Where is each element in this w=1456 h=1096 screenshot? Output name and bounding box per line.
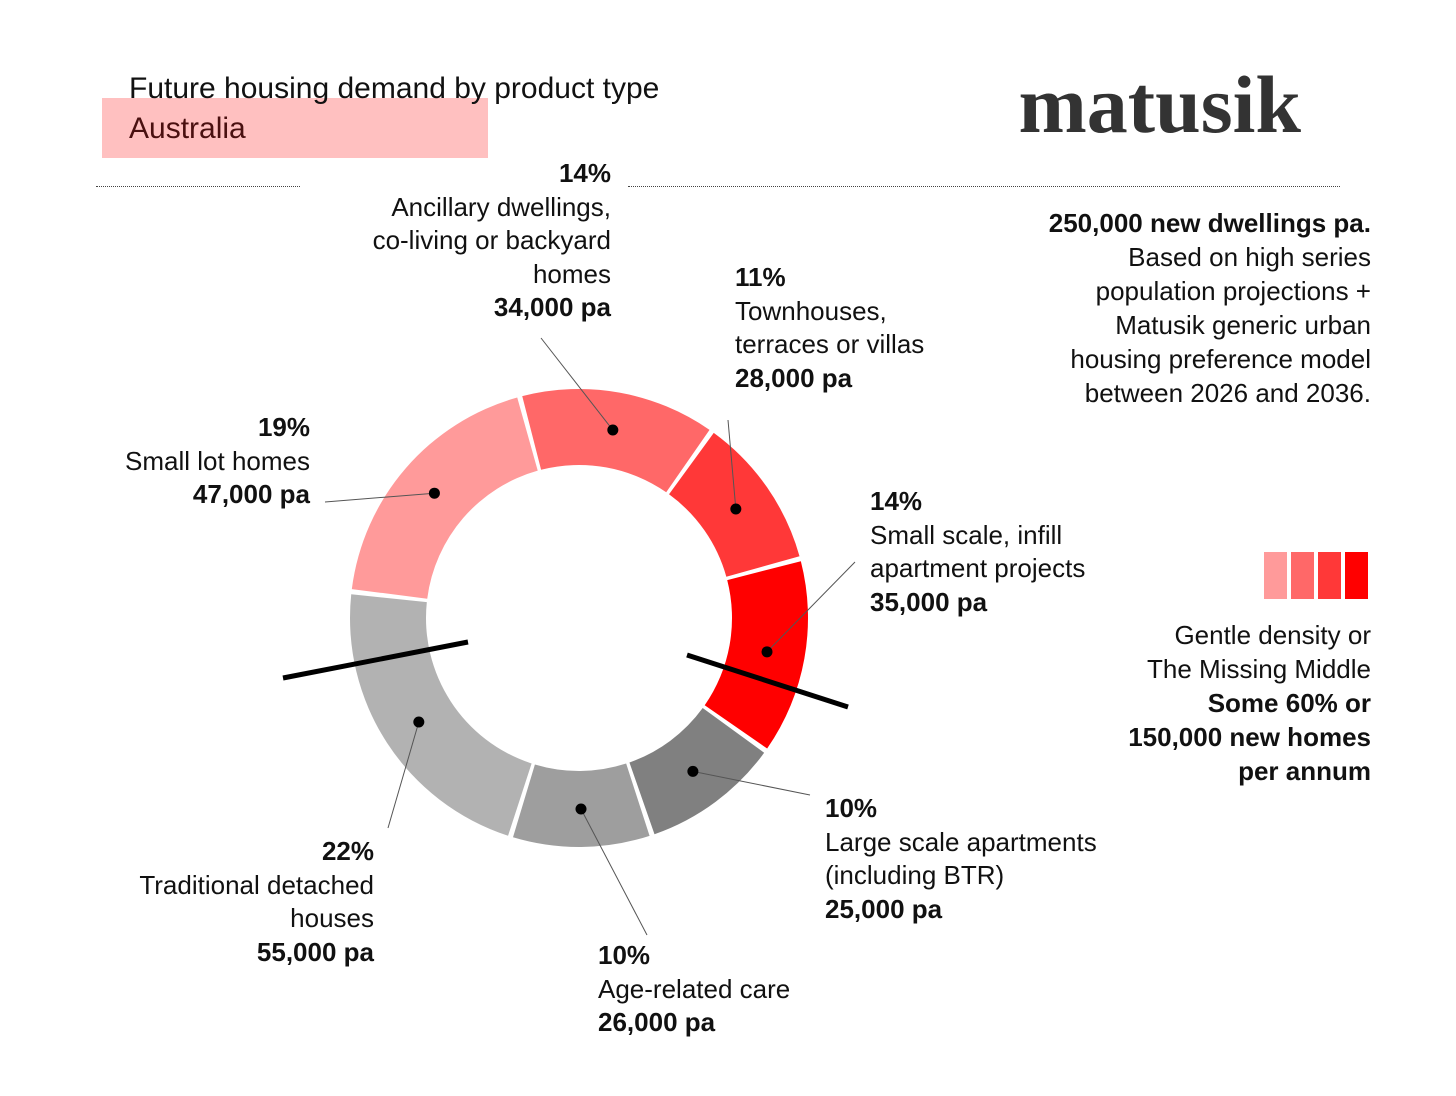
segment-label-ancillary: 14% Ancillary dwellings, co-living or ba… xyxy=(373,157,611,325)
segment-percent: 11% xyxy=(735,262,786,292)
segment-value: 28,000 pa xyxy=(735,362,853,393)
legend-swatch xyxy=(1318,552,1341,599)
segment-percent: 14% xyxy=(870,486,923,516)
segment-label-age-care: 10% Age-related care 26,000 pa xyxy=(598,939,790,1040)
legend-swatch xyxy=(1264,552,1287,599)
legend-swatch xyxy=(1291,552,1314,599)
segment-name: co-living or backyard xyxy=(372,225,611,255)
legend-line: Gentle density or xyxy=(1174,620,1371,650)
segment-label-small-lot: 19% Small lot homes 47,000 pa xyxy=(125,411,310,512)
segment-value: 34,000 pa xyxy=(493,292,611,322)
segment-dot xyxy=(607,424,619,436)
note-line: population projections + xyxy=(1095,276,1371,306)
chart-title: Future housing demand by product type xyxy=(129,72,660,105)
segment-value: 47,000 pa xyxy=(192,479,310,509)
segment-name: Small lot homes xyxy=(125,445,310,476)
dotted-rule-left xyxy=(96,186,300,187)
legend-line: per annum xyxy=(1238,756,1371,786)
legend-line: 150,000 new homes xyxy=(1128,722,1371,752)
segment-name: Ancillary dwellings, xyxy=(391,191,611,222)
legend-line: Some 60% or xyxy=(1207,688,1371,718)
donut-segment xyxy=(522,389,710,493)
segment-name: apartment projects xyxy=(870,553,1086,583)
note-line: Matusik generic urban xyxy=(1115,310,1371,340)
legend-swatch xyxy=(1345,552,1368,599)
legend-line: The Missing Middle xyxy=(1147,654,1371,684)
segment-name: Age-related care xyxy=(598,973,791,1004)
group-divider xyxy=(282,639,469,681)
segment-label-townhouses: 11% Townhouses, terraces or villas 28,00… xyxy=(735,261,924,395)
donut-segment xyxy=(704,561,808,749)
segment-name: houses xyxy=(290,903,374,933)
leader-line xyxy=(727,419,737,510)
segment-dot xyxy=(730,503,742,515)
segment-name: Townhouses, xyxy=(735,295,887,326)
segment-dot xyxy=(413,716,425,728)
note-line: housing preference model xyxy=(1070,344,1371,374)
legend-text: Gentle density or The Missing Middle Som… xyxy=(1128,618,1371,788)
segment-value: 25,000 pa xyxy=(825,893,943,924)
segment-dot xyxy=(761,646,773,658)
segment-value: 26,000 pa xyxy=(598,1007,716,1037)
leader-line xyxy=(692,770,811,796)
note-lead: 250,000 new dwellings pa. xyxy=(1048,208,1371,238)
segment-percent: 14% xyxy=(558,158,611,188)
segment-percent: 10% xyxy=(598,940,651,970)
segment-label-large-scale: 10% Large scale apartments (including BT… xyxy=(825,792,1097,926)
segment-name: (including BTR) xyxy=(825,860,1005,890)
note-line: Based on high series xyxy=(1128,242,1371,272)
dotted-rule-right xyxy=(628,186,1340,187)
segment-percent: 19% xyxy=(257,412,310,442)
leader-line xyxy=(387,721,420,829)
donut-segment xyxy=(351,397,538,599)
segment-dot xyxy=(575,803,587,815)
segment-name: terraces or villas xyxy=(735,329,925,359)
segment-percent: 10% xyxy=(825,793,878,823)
group-divider xyxy=(686,652,849,710)
leader-line xyxy=(766,561,856,653)
segment-dot xyxy=(687,765,699,777)
segment-label-small-scale: 14% Small scale, infill apartment projec… xyxy=(870,485,1085,619)
chart-subtitle: Australia xyxy=(129,112,246,145)
segment-dot xyxy=(428,487,440,499)
leader-line xyxy=(324,492,435,503)
leader-line xyxy=(580,808,648,936)
segment-value: 55,000 pa xyxy=(256,936,374,967)
brand-logo: matusik xyxy=(1018,59,1301,150)
segment-name: Traditional detached xyxy=(139,869,374,900)
title-highlight xyxy=(102,98,488,158)
segment-percent: 22% xyxy=(321,836,374,866)
segment-name: homes xyxy=(532,258,611,289)
segment-name: Small scale, infill xyxy=(870,519,1063,550)
segment-name: Large scale apartments xyxy=(825,826,1097,857)
segment-label-detached: 22% Traditional detached houses 55,000 p… xyxy=(139,835,374,969)
leader-line xyxy=(540,337,614,431)
segment-value: 35,000 pa xyxy=(870,586,988,617)
donut-segment xyxy=(349,594,532,836)
legend-swatches xyxy=(1264,552,1368,599)
note-block: 250,000 new dwellings pa. Based on high … xyxy=(1049,206,1371,410)
note-line: between 2026 and 2036. xyxy=(1084,378,1371,408)
